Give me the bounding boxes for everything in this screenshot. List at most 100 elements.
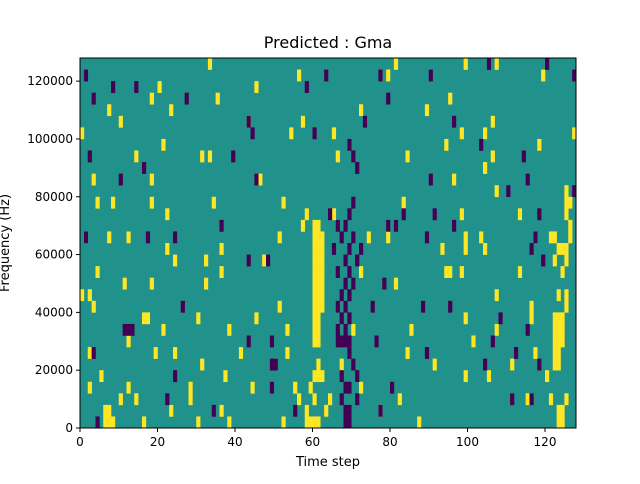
heatmap-cell-low — [328, 208, 333, 221]
heatmap-cells — [80, 58, 577, 429]
heatmap-cell-high — [393, 277, 399, 290]
heatmap-cell-high — [312, 277, 317, 290]
heatmap-cell-high — [281, 196, 286, 209]
heatmap-cell-high — [153, 347, 158, 359]
heatmap-cell-high — [312, 416, 317, 429]
heatmap-cell-low — [537, 358, 542, 371]
heatmap-cell-low — [87, 150, 92, 163]
heatmap-cell-high — [165, 208, 170, 221]
heatmap-cell-low — [359, 243, 364, 255]
heatmap-cell-low — [180, 300, 185, 313]
heatmap-cell-high — [517, 266, 523, 278]
heatmap-cell-high — [304, 208, 309, 221]
heatmap-cell-high — [316, 323, 321, 336]
heatmap-cell-high — [463, 370, 468, 383]
heatmap-cell-high — [494, 323, 499, 336]
heatmap-cell-low — [335, 300, 340, 313]
heatmap-cell-high — [227, 323, 232, 336]
heatmap-cell-low — [347, 404, 352, 417]
heatmap-cell-high — [254, 81, 259, 93]
heatmap-cell-high — [552, 231, 557, 244]
heatmap-cell-high — [320, 289, 325, 302]
heatmap-cell-high — [188, 381, 193, 394]
heatmap-cell-high — [87, 347, 92, 359]
heatmap-cell-high — [556, 312, 561, 325]
heatmap-cell-high — [560, 243, 565, 255]
x-tick-label: 60 — [305, 435, 320, 449]
heatmap-cell-low — [343, 381, 348, 394]
heatmap-cell-high — [320, 243, 325, 255]
heatmap-cell-high — [320, 231, 325, 244]
heatmap-cell-low — [83, 69, 89, 82]
heatmap-cell-low — [91, 92, 96, 105]
heatmap-cell-high — [215, 92, 220, 105]
y-tick-label: 60000 — [35, 248, 73, 262]
heatmap-cell-high — [556, 404, 561, 417]
heatmap-cell-low — [246, 115, 251, 128]
heatmap-cell-low — [572, 69, 577, 82]
heatmap-cell-high — [564, 185, 569, 198]
heatmap-cell-high — [308, 381, 313, 394]
heatmap-cell-high — [432, 358, 437, 371]
heatmap-cell-high — [359, 381, 364, 394]
heatmap-cell-high — [293, 381, 298, 394]
heatmap-cell-low — [572, 185, 577, 198]
heatmap-cell-low — [378, 69, 383, 82]
heatmap-cell-low — [424, 231, 430, 244]
heatmap-cell-high — [463, 312, 468, 325]
heatmap-cell-high — [548, 393, 554, 406]
heatmap-cell-high — [552, 347, 557, 359]
heatmap-cell-low — [351, 150, 356, 163]
heatmap-cell-high — [103, 416, 108, 429]
heatmap-cell-high — [316, 370, 321, 383]
heatmap-cell-low — [250, 127, 255, 140]
x-tick-label: 20 — [150, 435, 165, 449]
heatmap-cell-high — [219, 404, 224, 417]
heatmap-cell-high — [149, 277, 154, 290]
heatmap-cell-high — [568, 219, 573, 232]
x-tick-label: 120 — [534, 435, 557, 449]
heatmap-cell-high — [118, 393, 123, 406]
heatmap-cell-high — [262, 254, 267, 267]
heatmap-cell-low — [370, 300, 375, 313]
heatmap-cell-low — [525, 323, 530, 336]
heatmap-cell-low — [304, 81, 309, 93]
heatmap-cell-high — [556, 358, 561, 371]
heatmap-cell-high — [331, 208, 337, 221]
heatmap-cell-low — [351, 196, 356, 209]
heatmap-cell-low — [510, 393, 515, 406]
heatmap-cell-high — [118, 115, 123, 128]
heatmap-cell-low — [428, 69, 433, 82]
heatmap-cell-high — [486, 370, 492, 383]
heatmap-cell-high — [397, 393, 402, 406]
heatmap-cell-high — [552, 254, 557, 267]
heatmap-cell-low — [173, 231, 178, 244]
heatmap-cell-low — [91, 347, 96, 359]
y-axis-label: Frequency (Hz) — [0, 194, 13, 292]
heatmap-cell-low — [351, 358, 356, 371]
heatmap-cell-high — [525, 393, 530, 406]
heatmap-cell-low — [428, 173, 433, 186]
heatmap-cell-low — [184, 92, 189, 105]
heatmap-cell-low — [145, 231, 151, 244]
heatmap-cell-high — [161, 138, 166, 151]
heatmap-cell-high — [366, 231, 371, 244]
heatmap-cell-high — [200, 358, 205, 371]
heatmap-cell-low — [386, 92, 391, 105]
heatmap-cell-high — [219, 243, 224, 255]
heatmap-cell-low — [351, 231, 356, 244]
y-tick-label: 120000 — [27, 74, 73, 88]
heatmap-cell-high — [145, 312, 151, 325]
heatmap-cell-low — [347, 381, 352, 394]
heatmap-cell-high — [316, 416, 321, 429]
heatmap-cell-high — [452, 173, 457, 186]
heatmap-cell-low — [452, 219, 457, 232]
heatmap-cell-high — [564, 289, 569, 302]
heatmap-cell-low — [95, 416, 100, 429]
heatmap-cell-high — [483, 243, 488, 255]
heatmap-cell-high — [95, 266, 100, 278]
heatmap-cell-high — [545, 370, 550, 383]
heatmap-cell-low — [347, 243, 352, 255]
heatmap-cell-high — [386, 69, 391, 82]
heatmap-cell-high — [312, 254, 317, 267]
